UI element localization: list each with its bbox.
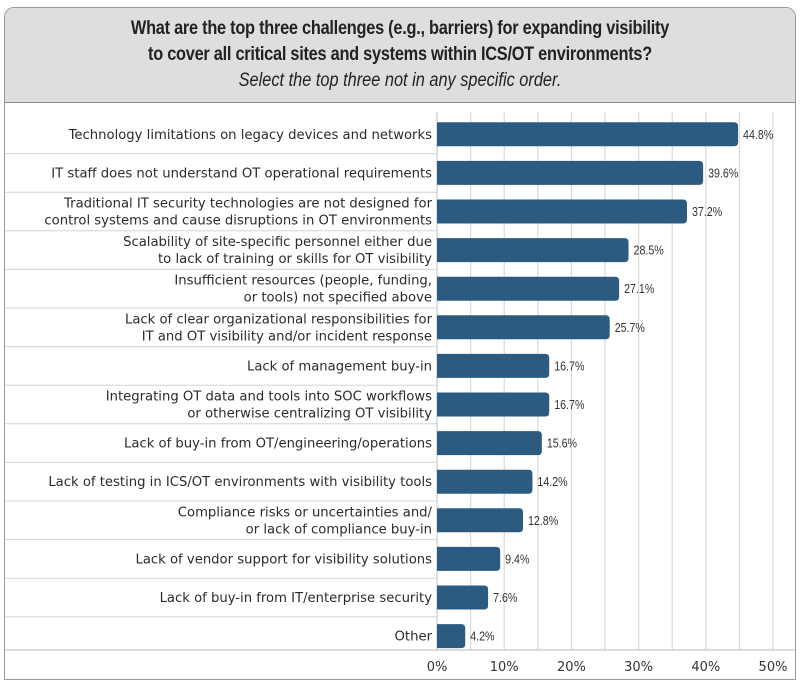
value-label: 39.6% <box>708 165 739 180</box>
bar <box>437 624 466 649</box>
chart-header: What are the top three challenges (e.g.,… <box>5 8 795 103</box>
value-label: 7.6% <box>493 590 518 605</box>
bar <box>437 160 704 185</box>
bar <box>437 238 629 263</box>
category-label: or lack of compliance buy-in <box>246 522 432 537</box>
bar <box>437 315 610 340</box>
category-label: Lack of vendor support for visibility so… <box>135 552 432 567</box>
value-label: 27.1% <box>624 281 655 296</box>
x-tick-label: 40% <box>691 660 720 675</box>
chart-frame: What are the top three challenges (e.g.,… <box>4 7 796 680</box>
x-tick-label: 30% <box>624 660 653 675</box>
category-label: to lack of training or skills for OT vis… <box>158 252 432 267</box>
category-label: Integrating OT data and tools into SOC w… <box>106 390 432 405</box>
category-label: Lack of clear organizational responsibil… <box>125 312 433 327</box>
category-label: Compliance risks or uncertainties and/ <box>178 505 433 520</box>
x-tick-label: 10% <box>490 660 519 675</box>
category-label: Lack of buy-in from OT/engineering/opera… <box>124 437 432 452</box>
value-label: 15.6% <box>547 436 578 451</box>
value-label: 14.2% <box>537 474 568 489</box>
bar <box>437 508 524 533</box>
category-label: Lack of buy-in from IT/enterprise securi… <box>160 591 433 606</box>
bar <box>437 585 489 610</box>
chart-title-line: to cover all critical sites and systems … <box>148 44 652 65</box>
bar <box>437 431 542 456</box>
value-label: 16.7% <box>554 358 585 373</box>
value-label: 9.4% <box>505 551 530 566</box>
x-tick-label: 20% <box>557 660 586 675</box>
category-label: Insufficient resources (people, funding, <box>174 274 432 289</box>
category-label: Traditional IT security technologies are… <box>63 197 433 212</box>
category-label: Lack of management buy-in <box>247 359 432 374</box>
category-label: Other <box>395 630 433 645</box>
x-tick-label: 50% <box>759 660 788 675</box>
bar <box>437 546 501 571</box>
bar <box>437 276 620 301</box>
category-label: Technology limitations on legacy devices… <box>68 128 433 143</box>
category-label: IT staff does not understand OT operatio… <box>51 166 432 181</box>
chart-title: What are the top three challenges (e.g.,… <box>60 16 739 68</box>
bar <box>437 392 550 417</box>
bar <box>437 199 687 224</box>
category-label: Lack of testing in ICS/OT environments w… <box>48 475 432 490</box>
bar <box>437 353 550 378</box>
category-label: control systems and cause disruptions in… <box>44 214 432 229</box>
bar <box>437 122 739 147</box>
value-label: 28.5% <box>634 243 665 258</box>
x-tick-label: 0% <box>427 660 448 675</box>
chart-title-line: What are the top three challenges (e.g.,… <box>130 18 670 39</box>
value-label: 16.7% <box>554 397 585 412</box>
category-label: IT and OT visibility and/or incident res… <box>142 329 432 344</box>
category-label: Scalability of site-specific personnel e… <box>123 235 432 250</box>
bar <box>437 469 533 494</box>
category-label: or tools) not specified above <box>244 291 432 306</box>
value-label: 37.2% <box>692 204 723 219</box>
value-label: 25.7% <box>615 320 646 335</box>
value-label: 12.8% <box>528 513 559 528</box>
value-label: 4.2% <box>470 629 495 644</box>
value-label: 44.8% <box>743 127 774 142</box>
category-label: or otherwise centralizing OT visibility <box>187 407 432 422</box>
chart-subtitle: Select the top three not in any specific… <box>238 70 562 91</box>
